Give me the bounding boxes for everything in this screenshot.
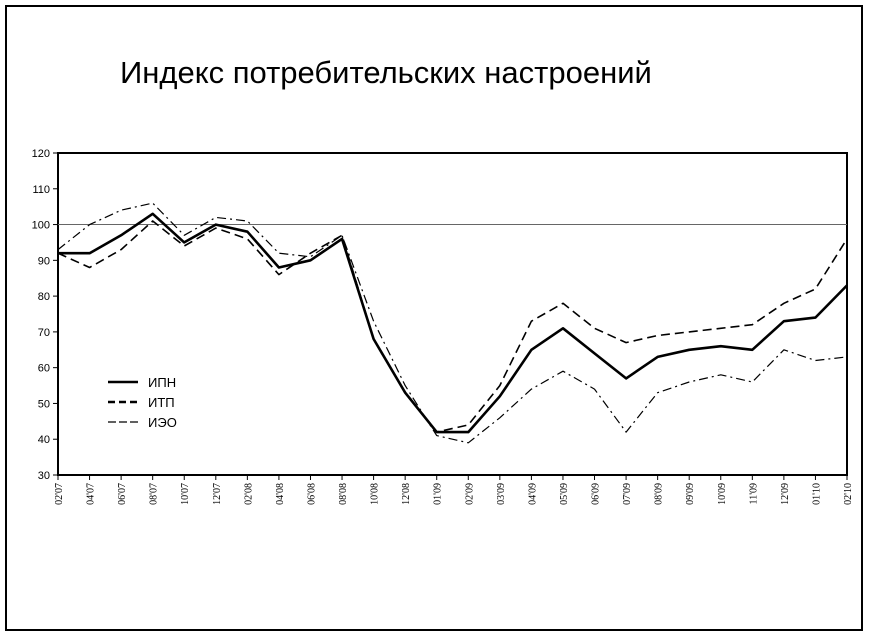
series-line-1	[58, 212, 848, 434]
x-axis: 02'07 04'07 06'07 08'07 10'07 12'07 02'08 04'08…	[54, 475, 854, 505]
x-tick-label: 01'10	[811, 483, 822, 505]
y-tick-label: 90	[38, 255, 50, 267]
series-lines	[57, 202, 848, 444]
x-tick-label: 06'08	[306, 483, 317, 505]
y-tick-label: 30	[38, 470, 50, 482]
x-tick-label: 09'09	[685, 483, 696, 505]
x-tick-label: 08'09	[654, 483, 665, 505]
series-line-2	[57, 220, 848, 433]
x-tick-label: 08'07	[149, 483, 160, 505]
x-tick-label: 01'09	[433, 483, 444, 505]
x-tick-label: 12'08	[401, 483, 412, 505]
x-tick-label: 10'07	[180, 483, 191, 505]
x-tick-label: 04'08	[275, 483, 286, 505]
x-tick-label: 02'10	[843, 483, 854, 505]
x-tick-label: 11'09	[748, 483, 759, 504]
x-tick-label: 08'08	[338, 483, 349, 505]
y-axis: 30 40 50 60 70 80 90 100 110 120	[32, 148, 58, 482]
x-tick-label: 06'09	[591, 483, 602, 505]
y-tick-label: 70	[38, 327, 50, 339]
y-tick-label: 120	[32, 148, 50, 160]
x-tick-label: 04'09	[527, 483, 538, 505]
y-tick-label: 100	[32, 220, 50, 232]
x-tick-label: 03'09	[496, 483, 507, 505]
y-tick-label: 80	[38, 291, 50, 303]
chart-title: Индекс потребительских настроений	[120, 55, 652, 90]
y-tick-label: 50	[38, 398, 50, 410]
legend: ИПН ИТП ИЭО	[108, 375, 177, 430]
x-tick-label: 10'09	[717, 483, 728, 505]
plot-area	[57, 152, 848, 476]
x-tick-label: 02'08	[243, 483, 254, 505]
x-tick-label: 02'07	[54, 483, 65, 505]
x-tick-label: 07'09	[622, 483, 633, 505]
y-tick-label: 60	[38, 363, 50, 375]
x-tick-label: 02'09	[464, 483, 475, 505]
x-tick-label: 12'09	[780, 483, 791, 505]
x-tick-label: 06'07	[117, 483, 128, 505]
x-tick-label: 10'08	[370, 483, 381, 505]
x-tick-label: 05'09	[559, 483, 570, 505]
legend-label: ИТП	[148, 395, 175, 410]
chart-frame	[5, 5, 863, 631]
y-tick-label: 40	[38, 434, 50, 446]
series-line-3	[57, 202, 848, 444]
x-tick-label: 04'07	[86, 483, 97, 505]
legend-label: ИЭО	[148, 415, 177, 430]
legend-label: ИПН	[148, 375, 176, 390]
x-tick-label: 12'07	[212, 483, 223, 505]
y-tick-label: 110	[32, 184, 50, 196]
